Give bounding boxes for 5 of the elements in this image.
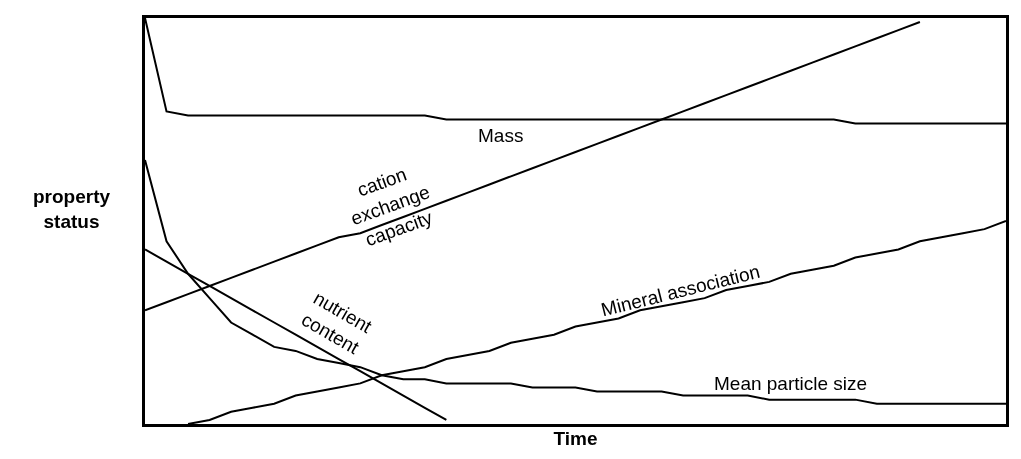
text: Mineral association [599, 260, 762, 321]
x-axis-title: Time [553, 427, 598, 449]
y-axis-title: property status [33, 186, 111, 232]
series-label: Mass [478, 125, 524, 146]
series-label: Mean particle size [714, 373, 868, 394]
